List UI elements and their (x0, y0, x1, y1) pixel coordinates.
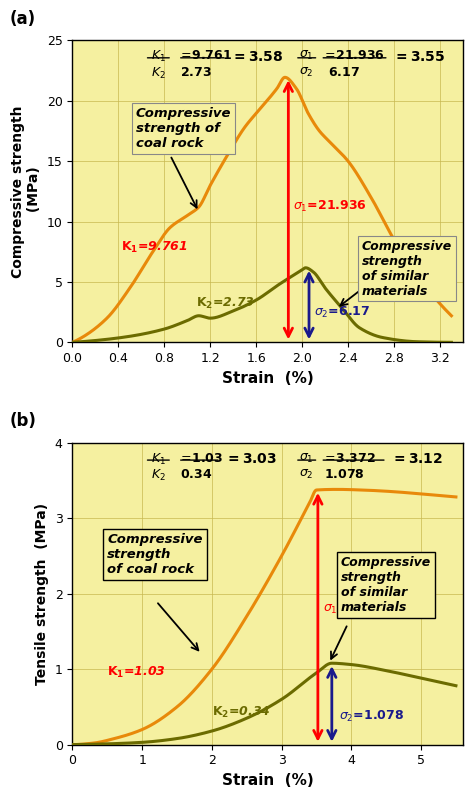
Text: $\mathit{\sigma}_2$: $\mathit{\sigma}_2$ (300, 468, 314, 481)
Text: (a): (a) (10, 10, 36, 28)
Text: $\mathit{K}_2$: $\mathit{K}_2$ (151, 468, 166, 483)
X-axis label: Strain  (%): Strain (%) (222, 773, 314, 788)
Text: $\mathit{K}_1$: $\mathit{K}_1$ (151, 451, 166, 467)
Text: $\mathbf{= 3.12}$: $\mathbf{= 3.12}$ (391, 452, 443, 466)
Text: $\mathit{\sigma}_2$=6.17: $\mathit{\sigma}_2$=6.17 (314, 305, 370, 320)
Text: $\mathbf{6.17}$: $\mathbf{6.17}$ (328, 66, 360, 79)
Text: $\mathit{K}_1$: $\mathit{K}_1$ (151, 50, 166, 65)
Y-axis label: Tensile strength  (MPa): Tensile strength (MPa) (35, 503, 49, 685)
X-axis label: Strain  (%): Strain (%) (222, 371, 314, 386)
Text: $\mathit{K}_2$: $\mathit{K}_2$ (151, 66, 166, 81)
Text: (b): (b) (10, 412, 37, 431)
Text: $\mathit{\sigma}_2$=1.078: $\mathit{\sigma}_2$=1.078 (339, 710, 404, 724)
Text: $\mathit{\sigma}_1$=3.372: $\mathit{\sigma}_1$=3.372 (323, 601, 388, 616)
Text: $=\!\mathbf{9.761}$: $=\!\mathbf{9.761}$ (178, 50, 232, 62)
Text: $\mathbf{= 3.58}$: $\mathbf{= 3.58}$ (230, 50, 283, 64)
Text: $\mathbf{= 3.03}$: $\mathbf{= 3.03}$ (225, 452, 277, 466)
Text: $\mathbf{= 3.55}$: $\mathbf{= 3.55}$ (392, 50, 445, 64)
Text: $\mathit{\sigma}_1$: $\mathit{\sigma}_1$ (300, 50, 314, 62)
Text: $\mathit{\sigma}_1$: $\mathit{\sigma}_1$ (300, 451, 314, 465)
Text: Compressive
strength of
coal rock: Compressive strength of coal rock (136, 107, 231, 149)
Text: Compressive
strength
of coal rock: Compressive strength of coal rock (107, 533, 203, 576)
Text: $\mathbf{1.078}$: $\mathbf{1.078}$ (324, 468, 365, 481)
Text: $\mathbf{2.73}$: $\mathbf{2.73}$ (180, 66, 211, 79)
Text: $\mathbf{K_1}$=9.761: $\mathbf{K_1}$=9.761 (121, 240, 188, 255)
Text: Compressive
strength
of similar
materials: Compressive strength of similar material… (362, 240, 452, 298)
Text: Compressive
strength
of similar
materials: Compressive strength of similar material… (341, 556, 431, 614)
Y-axis label: Compressive strength
 (MPa): Compressive strength (MPa) (11, 105, 41, 277)
Text: $\mathbf{K_2}$=0.34: $\mathbf{K_2}$=0.34 (212, 705, 271, 720)
Text: $\mathbf{K_2}$=2.73: $\mathbf{K_2}$=2.73 (197, 296, 255, 311)
Text: $\mathit{\sigma}_1$=21.936: $\mathit{\sigma}_1$=21.936 (293, 199, 367, 214)
Text: $=\!\mathbf{21.936}$: $=\!\mathbf{21.936}$ (322, 50, 385, 62)
Text: $=\!\mathbf{1.03}$: $=\!\mathbf{1.03}$ (178, 451, 223, 465)
Text: $\mathbf{0.34}$: $\mathbf{0.34}$ (180, 468, 212, 481)
Text: $\mathit{\sigma}_2$: $\mathit{\sigma}_2$ (300, 66, 314, 79)
Text: $\mathbf{K_1}$=1.03: $\mathbf{K_1}$=1.03 (107, 665, 166, 680)
Text: $=\!\mathbf{3.372}$: $=\!\mathbf{3.372}$ (322, 451, 376, 465)
